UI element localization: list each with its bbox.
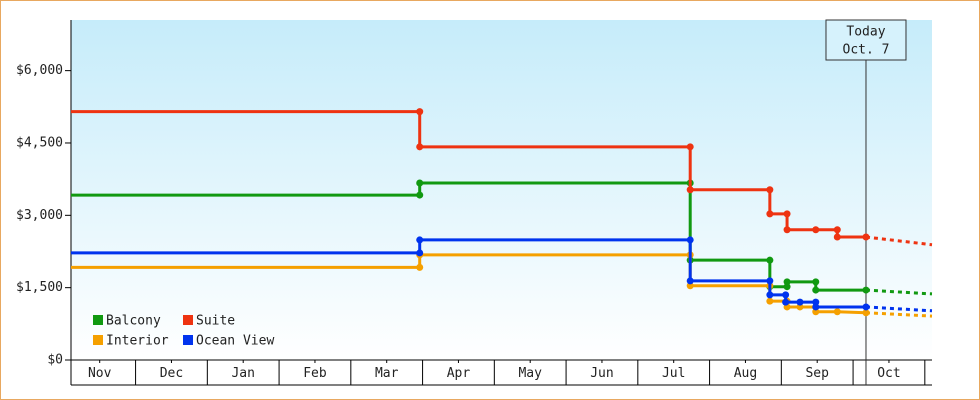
x-tick-label: Apr (447, 366, 471, 381)
price-point (686, 282, 694, 290)
today-box (825, 19, 907, 61)
price-point (686, 236, 694, 244)
price-point (766, 297, 774, 305)
price-point (862, 286, 870, 294)
plot-area (71, 20, 932, 360)
forecast-line (865, 235, 933, 247)
price-point (686, 277, 694, 285)
y-tick-label: $0 (47, 353, 63, 368)
x-tick-label: Nov (88, 366, 112, 381)
legend-swatch (183, 315, 193, 325)
price-point (862, 233, 870, 241)
x-tick-label: Jun (590, 366, 613, 381)
price-point (862, 303, 870, 311)
price-point (686, 143, 694, 151)
price-point (796, 303, 804, 311)
x-tick-label: Feb (303, 366, 327, 381)
x-tick-label: Oct (877, 366, 900, 381)
price-point (686, 186, 694, 194)
price-point (783, 283, 791, 291)
price-point (783, 226, 791, 234)
price-point (766, 277, 774, 285)
price-point (416, 143, 424, 151)
price-point (812, 226, 820, 234)
price-point (416, 249, 424, 257)
forecast-line (865, 288, 933, 296)
x-tick-label: May (518, 366, 542, 381)
price-point (812, 303, 820, 311)
price-point (812, 286, 820, 294)
x-tick-label: Dec (160, 366, 183, 381)
price-point (416, 191, 424, 199)
price-point (812, 298, 820, 306)
price-point (833, 233, 841, 241)
y-tick-label: $1,500 (16, 280, 63, 295)
price-point (783, 278, 791, 286)
y-tick-label: $3,000 (16, 208, 63, 223)
price-point (416, 263, 424, 271)
price-point (782, 291, 790, 299)
today-label: Oct. 7 (843, 43, 890, 58)
price-point (416, 108, 424, 116)
today-label: Today (846, 25, 885, 40)
y-tick-label: $6,000 (16, 63, 63, 78)
x-tick-label: Jan (231, 366, 254, 381)
price-point (833, 308, 841, 316)
price-point (766, 210, 774, 218)
legend-label: Interior (106, 334, 169, 349)
price-point (862, 309, 870, 317)
legend-swatch (93, 335, 103, 345)
price-point (416, 179, 424, 187)
price-point (766, 256, 774, 264)
x-tick-label: Mar (375, 366, 399, 381)
price-point (766, 291, 774, 299)
legend-label: Suite (196, 314, 235, 329)
x-axis-band (71, 360, 932, 385)
legend-swatch (183, 335, 193, 345)
forecast-line (865, 305, 933, 313)
legend-label: Ocean View (196, 334, 274, 349)
price-point (833, 226, 841, 234)
price-point (766, 186, 774, 194)
price-point (812, 278, 820, 286)
price-point (812, 308, 820, 316)
y-tick-label: $4,500 (16, 135, 63, 150)
price-point (782, 298, 790, 306)
forecast-line (865, 311, 933, 318)
price-point (796, 298, 804, 306)
x-tick-label: Aug (734, 366, 757, 381)
x-tick-label: Jul (662, 366, 685, 381)
legend-swatch (93, 315, 103, 325)
x-tick-label: Sep (805, 366, 829, 381)
price-point (416, 236, 424, 244)
legend-label: Balcony (106, 314, 161, 329)
price-point (783, 210, 791, 218)
